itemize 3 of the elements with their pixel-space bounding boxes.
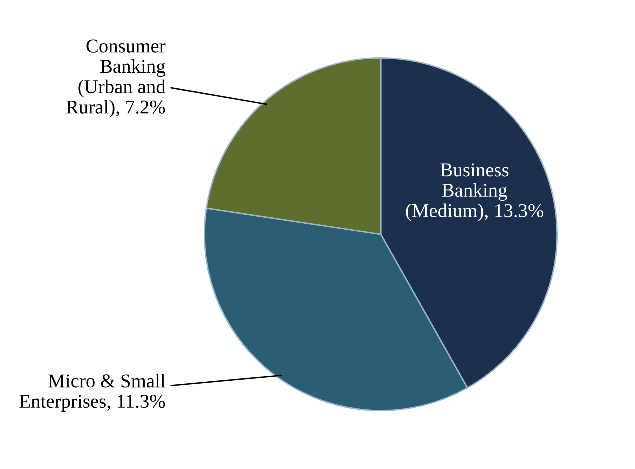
slice-label: Micro & Small Enterprises, 11.3% — [20, 374, 166, 412]
slice-label: Business Banking (Medium), 13.3% — [406, 164, 544, 222]
slice-label: Consumer Banking (Urban and Rural), 7.2% — [66, 40, 166, 118]
